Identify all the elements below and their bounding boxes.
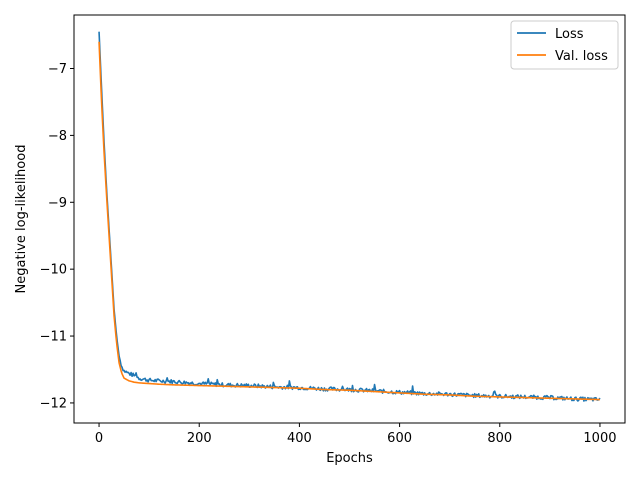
x-tick-label: 200 [187, 431, 212, 446]
y-tick-label: −7 [48, 62, 67, 77]
x-tick-label: 400 [287, 431, 312, 446]
x-axis-label: Epochs [326, 451, 373, 466]
y-axis-label: Negative log-likelihood [14, 145, 29, 294]
legend-loss-label: Loss [555, 27, 584, 42]
plot-lines [98, 31, 601, 402]
legend: Loss Val. loss [510, 20, 619, 70]
x-tick-label: 800 [487, 431, 512, 446]
x-tick-label: 600 [387, 431, 412, 446]
legend-val-loss-label: Val. loss [555, 49, 608, 64]
x-axis: 0 200 400 600 800 1000 [95, 423, 617, 446]
axes-frame [73, 14, 626, 424]
y-tick-label: −8 [48, 129, 67, 144]
series-val-loss-line [98, 41, 600, 401]
y-tick-label: −9 [48, 196, 67, 211]
x-tick-label: 1000 [583, 431, 616, 446]
y-tick-label: −12 [40, 396, 67, 411]
x-tick-label: 0 [95, 431, 103, 446]
y-tick-label: −10 [40, 263, 67, 278]
series-loss-line [98, 31, 601, 402]
y-tick-label: −11 [40, 330, 67, 345]
y-axis: −12 −11 −10 −9 −8 −7 [40, 62, 74, 411]
